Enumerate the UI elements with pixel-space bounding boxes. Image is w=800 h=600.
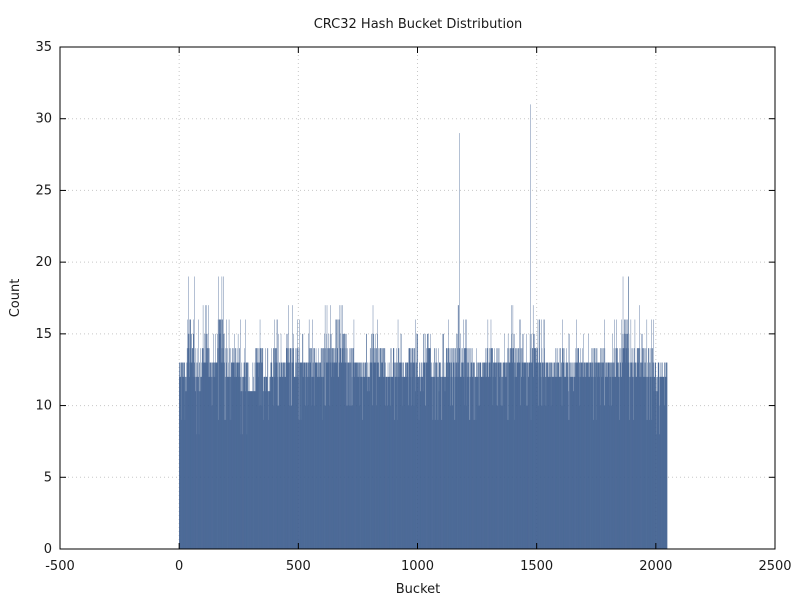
x-tick-label: 2500 [758,559,791,574]
x-tick-label: -500 [45,559,75,574]
x-tick-label: 1500 [520,559,553,574]
y-tick-label: 20 [35,255,52,270]
y-axis-label: Count [8,279,23,318]
y-tick-label: 0 [44,542,52,557]
x-tick-label: 0 [175,559,183,574]
y-tick-label: 35 [35,40,52,55]
x-axis-label: Bucket [396,582,440,597]
y-tick-label: 10 [35,399,52,414]
bars [179,104,668,550]
x-tick-label: 2000 [639,559,672,574]
y-tick-label: 25 [35,183,52,198]
x-tick-label: 1000 [401,559,434,574]
chart-title: CRC32 Hash Bucket Distribution [314,17,523,32]
y-tick-labels: 0 5 10 15 20 25 30 35 [35,40,52,557]
x-tick-labels: -500 0 500 1000 1500 2000 2500 [45,559,791,574]
y-tick-label: 5 [44,470,52,485]
y-tick-label: 15 [35,327,52,342]
y-tick-label: 30 [35,112,52,127]
x-tick-label: 500 [286,559,311,574]
axis-ticks [59,46,776,550]
